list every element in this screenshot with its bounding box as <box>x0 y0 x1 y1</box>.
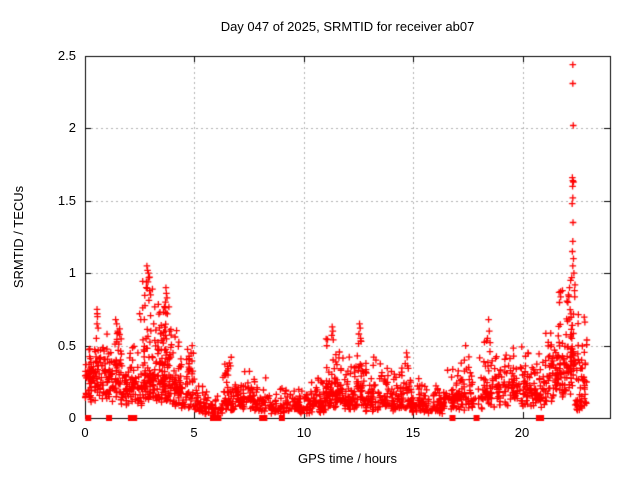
x-tick-label-20: 20 <box>514 425 530 440</box>
y-tick-label-0_5: 0.5 <box>57 338 76 353</box>
y-tick-label-2: 2 <box>68 120 76 135</box>
x-axis-label: GPS time / hours <box>298 451 397 466</box>
x-tick-label-15: 15 <box>405 425 421 440</box>
x-tick-label-0: 0 <box>81 425 89 440</box>
y-tick-label-1_5: 1.5 <box>57 193 76 208</box>
y-tick-label-2_5: 2.5 <box>57 48 76 63</box>
x-tick-label-5: 5 <box>190 425 198 440</box>
y-tick-label-1: 1 <box>68 265 76 280</box>
x-tick-label-10: 10 <box>296 425 312 440</box>
chart-title: Day 047 of 2025, SRMTID for receiver ab0… <box>220 19 475 34</box>
y-tick-label-0: 0 <box>68 410 76 425</box>
